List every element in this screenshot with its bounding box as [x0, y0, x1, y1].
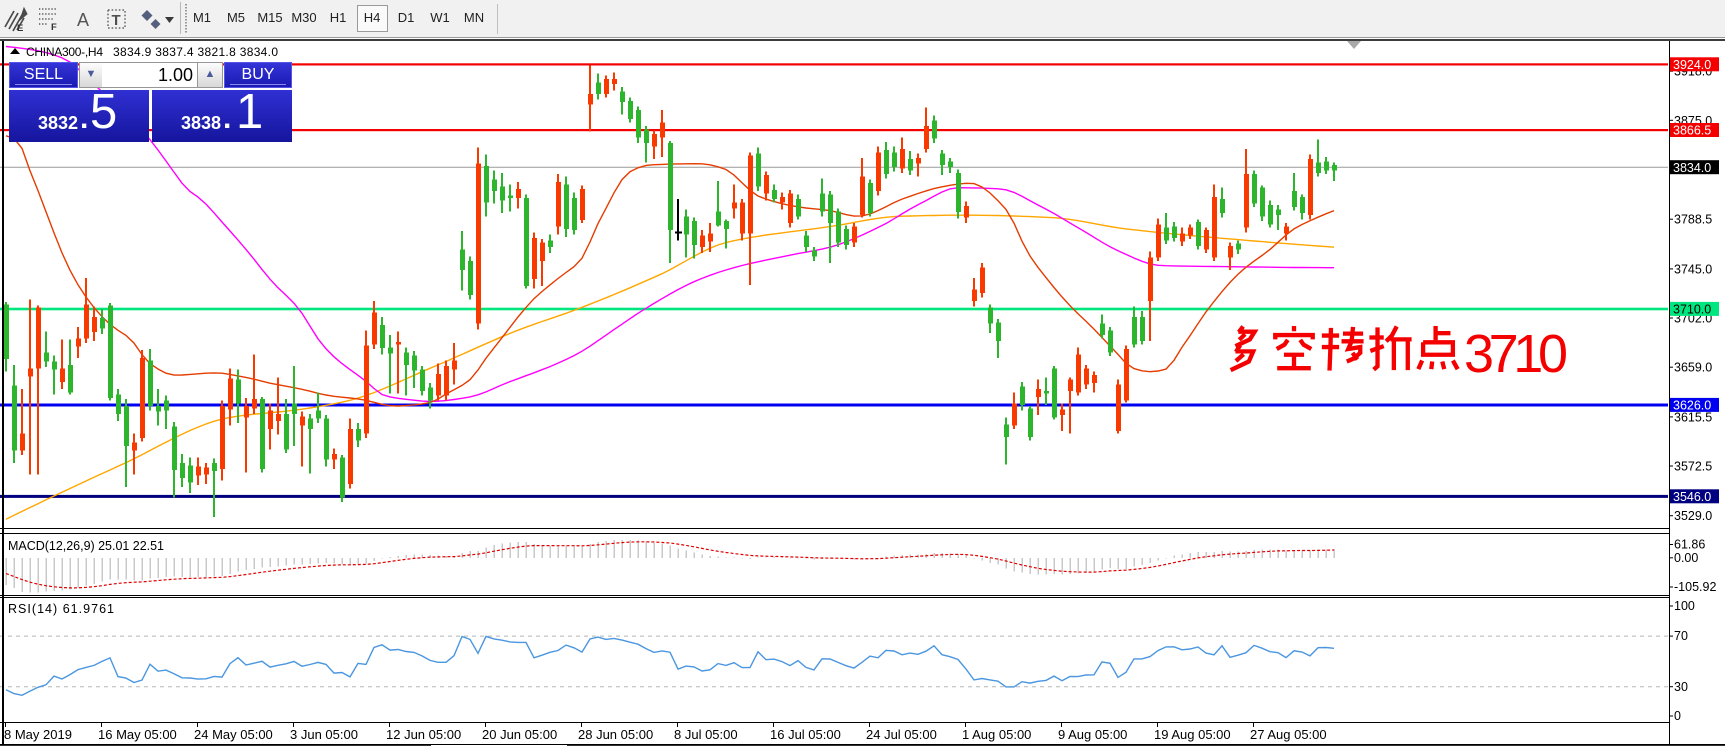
- svg-text:3788.5: 3788.5: [1674, 213, 1712, 227]
- svg-text:3 Jun 05:00: 3 Jun 05:00: [290, 727, 358, 742]
- svg-text:RSI(14) 61.9761: RSI(14) 61.9761: [8, 602, 114, 616]
- svg-text:1 Aug 05:00: 1 Aug 05:00: [962, 727, 1031, 742]
- svg-text:9 Aug 05:00: 9 Aug 05:00: [1058, 727, 1127, 742]
- svg-text:61.86: 61.86: [1674, 538, 1705, 552]
- svg-text:3710: 3710: [1464, 324, 1568, 384]
- svg-text:8 May 2019: 8 May 2019: [4, 727, 72, 742]
- svg-text:3710.0: 3710.0: [1673, 303, 1711, 317]
- svg-text:0.00: 0.00: [1674, 551, 1698, 565]
- svg-text:CHINA300-,H4: CHINA300-,H4: [26, 45, 103, 59]
- svg-text:100: 100: [1674, 599, 1695, 613]
- svg-text:3659.0: 3659.0: [1674, 361, 1712, 375]
- svg-text:3834.0: 3834.0: [1673, 161, 1711, 175]
- svg-text:16 Jul 05:00: 16 Jul 05:00: [770, 727, 841, 742]
- svg-text:-105.92: -105.92: [1674, 580, 1716, 594]
- svg-text:70: 70: [1674, 629, 1688, 643]
- svg-text:3834.9 3837.4 3821.8 3834.0: 3834.9 3837.4 3821.8 3834.0: [113, 45, 278, 59]
- svg-text:E: E: [17, 23, 23, 34]
- svg-text:3529.0: 3529.0: [1674, 509, 1712, 523]
- svg-text:3615.5: 3615.5: [1674, 410, 1712, 424]
- svg-text:20 Jun 05:00: 20 Jun 05:00: [482, 727, 557, 742]
- svg-text:3924.0: 3924.0: [1673, 58, 1711, 72]
- svg-text:30: 30: [1674, 680, 1688, 694]
- svg-text:28 Jun 05:00: 28 Jun 05:00: [578, 727, 653, 742]
- svg-text:27 Aug 05:00: 27 Aug 05:00: [1250, 727, 1327, 742]
- svg-text:3626.0: 3626.0: [1673, 399, 1711, 413]
- svg-text:16 May 05:00: 16 May 05:00: [98, 727, 177, 742]
- svg-text:0: 0: [1674, 709, 1681, 723]
- svg-text:MACD(12,26,9) 25.01 22.51: MACD(12,26,9) 25.01 22.51: [8, 539, 164, 553]
- svg-text:3572.5: 3572.5: [1674, 460, 1712, 474]
- svg-text:T: T: [112, 12, 121, 29]
- svg-text:24 Jul 05:00: 24 Jul 05:00: [866, 727, 937, 742]
- svg-text:3745.0: 3745.0: [1674, 262, 1712, 276]
- svg-text:A: A: [77, 10, 89, 30]
- svg-text:8 Jul 05:00: 8 Jul 05:00: [674, 727, 738, 742]
- svg-text:24 May 05:00: 24 May 05:00: [194, 727, 273, 742]
- svg-text:3546.0: 3546.0: [1673, 490, 1711, 504]
- svg-text:19 Aug 05:00: 19 Aug 05:00: [1154, 727, 1231, 742]
- svg-text:12 Jun 05:00: 12 Jun 05:00: [386, 727, 461, 742]
- svg-text:3866.5: 3866.5: [1673, 124, 1711, 138]
- svg-text:F: F: [51, 22, 57, 33]
